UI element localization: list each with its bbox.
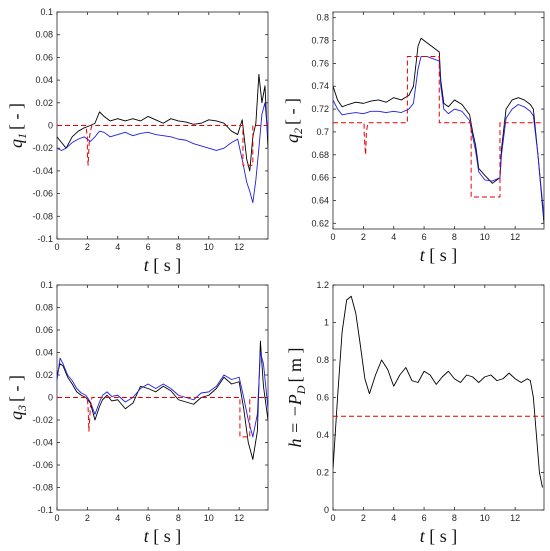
x-axis-label: t [ s ] bbox=[144, 526, 182, 546]
x-axis-label: t [ s ] bbox=[420, 526, 458, 546]
series-line-black bbox=[57, 340, 268, 460]
y-tick-label: 0.6 bbox=[316, 393, 329, 403]
series-line-red bbox=[57, 125, 268, 166]
x-tick-label: 0 bbox=[54, 513, 59, 523]
y-tick-label: 1.2 bbox=[316, 280, 329, 290]
y-tick-label: 0.4 bbox=[316, 430, 329, 440]
y-tick-label: 0.8 bbox=[316, 13, 329, 23]
series-line-black bbox=[57, 73, 268, 172]
y-tick-label: 0.7 bbox=[316, 127, 329, 137]
series-line-black bbox=[333, 37, 544, 224]
y-tick-label: 0.08 bbox=[35, 303, 53, 313]
y-tick-label: 0.62 bbox=[311, 218, 329, 228]
y-axis-label: q2[ - ] bbox=[282, 98, 305, 143]
y-tick-label: 0 bbox=[48, 393, 53, 403]
x-tick-label: 10 bbox=[480, 232, 490, 242]
x-tick-label: 2 bbox=[361, 513, 366, 523]
series-group bbox=[333, 37, 544, 224]
x-tick-label: 12 bbox=[234, 242, 244, 252]
axes-frame bbox=[332, 284, 545, 511]
y-tick-label: 0.08 bbox=[35, 30, 53, 40]
x-tick-label: 0 bbox=[330, 513, 335, 523]
x-tick-label: 4 bbox=[391, 232, 396, 242]
series-line-blue bbox=[333, 56, 544, 218]
axes-frame bbox=[332, 11, 545, 230]
y-axis-label: q1[ - ] bbox=[6, 103, 29, 148]
y-tick-label: -0.04 bbox=[32, 166, 53, 176]
panel-q3: 0 2 4 6 8 10 12 -0.1 -0.08 -0.06 -0.04 -0.02 0 0.02 0.… bbox=[6, 280, 269, 546]
x-tick-label: 4 bbox=[391, 513, 396, 523]
x-axis-label: t [ s ] bbox=[420, 245, 458, 265]
series-group bbox=[57, 340, 268, 460]
series-group bbox=[57, 73, 268, 204]
y-tick-label: -0.02 bbox=[32, 143, 53, 153]
panel-q2: 0 2 4 6 8 10 12 0.62 0.64 0.66 0.68 0.7 0.72 0.74 0.76… bbox=[282, 11, 545, 265]
y-tick-label: 0 bbox=[48, 121, 53, 131]
y-tick-label: 0.02 bbox=[35, 370, 53, 380]
x-tick-label: 8 bbox=[176, 242, 181, 252]
y-tick-label: -0.08 bbox=[32, 483, 53, 493]
x-tick-label: 2 bbox=[85, 513, 90, 523]
x-tick-label: 8 bbox=[452, 513, 457, 523]
y-tick-label: -0.06 bbox=[32, 189, 53, 199]
x-tick-label: 8 bbox=[176, 513, 181, 523]
y-tick-label: -0.02 bbox=[32, 415, 53, 425]
y-tick-label: 0.1 bbox=[40, 7, 53, 17]
y-tick-label: 0.06 bbox=[35, 325, 53, 335]
y-tick-label: 0.1 bbox=[40, 280, 53, 290]
series-line-blue bbox=[57, 102, 268, 204]
x-axis-label: t [ s ] bbox=[144, 255, 182, 275]
y-tick-label: 0.8 bbox=[316, 355, 329, 365]
panel-h: 0 2 4 6 8 10 12 0 0.2 0.4 0.6 0.8 1 1.2 t [ s ] h = −PD… bbox=[285, 280, 545, 546]
y-tick-label: 0.72 bbox=[311, 104, 329, 114]
x-tick-label: 10 bbox=[480, 513, 490, 523]
y-tick-label: 0 bbox=[324, 505, 329, 515]
y-tick-label: -0.04 bbox=[32, 438, 53, 448]
x-tick-label: 6 bbox=[422, 513, 427, 523]
y-axis-label: h = −PD[ m ] bbox=[285, 348, 308, 448]
x-tick-label: 10 bbox=[204, 242, 214, 252]
x-tick-label: 4 bbox=[115, 242, 120, 252]
y-tick-label: -0.1 bbox=[37, 234, 53, 244]
y-tick-label: 0.68 bbox=[311, 150, 329, 160]
x-tick-label: 12 bbox=[234, 513, 244, 523]
y-tick-label: 0.04 bbox=[35, 75, 53, 85]
y-tick-label: 0.78 bbox=[311, 36, 329, 46]
y-tick-label: -0.08 bbox=[32, 211, 53, 221]
y-tick-label: 0.66 bbox=[311, 173, 329, 183]
y-tick-label: -0.1 bbox=[37, 505, 53, 515]
x-tick-label: 2 bbox=[85, 242, 90, 252]
y-axis-label: q3[ - ] bbox=[6, 375, 29, 420]
y-tick-label: -0.06 bbox=[32, 460, 53, 470]
x-tick-label: 6 bbox=[146, 513, 151, 523]
y-tick-label: 0.2 bbox=[316, 468, 329, 478]
y-tick-label: 0.76 bbox=[311, 58, 329, 68]
y-tick-label: 0.74 bbox=[311, 81, 329, 91]
x-tick-label: 12 bbox=[510, 232, 520, 242]
x-tick-label: 0 bbox=[330, 232, 335, 242]
x-tick-label: 0 bbox=[54, 242, 59, 252]
x-tick-label: 4 bbox=[115, 513, 120, 523]
series-group bbox=[333, 295, 544, 488]
x-tick-label: 2 bbox=[361, 232, 366, 242]
panel-q1: 0 2 4 6 8 10 12 -0.1 -0.08 -0.06 -0.04 -0.02 0 0.02 0.… bbox=[6, 7, 269, 275]
y-tick-label: 1 bbox=[324, 318, 329, 328]
x-tick-label: 12 bbox=[510, 513, 520, 523]
series-line-blue bbox=[57, 352, 268, 438]
y-tick-label: 0.64 bbox=[311, 195, 329, 205]
x-tick-label: 8 bbox=[452, 232, 457, 242]
series-line-red bbox=[333, 56, 544, 198]
y-tick-label: 0.02 bbox=[35, 98, 53, 108]
x-tick-label: 10 bbox=[204, 513, 214, 523]
series-line-black bbox=[333, 295, 543, 488]
x-tick-label: 6 bbox=[146, 242, 151, 252]
y-tick-label: 0.04 bbox=[35, 348, 53, 358]
y-tick-label: 0.06 bbox=[35, 52, 53, 62]
series-line-red bbox=[57, 397, 268, 438]
x-tick-label: 6 bbox=[422, 232, 427, 242]
